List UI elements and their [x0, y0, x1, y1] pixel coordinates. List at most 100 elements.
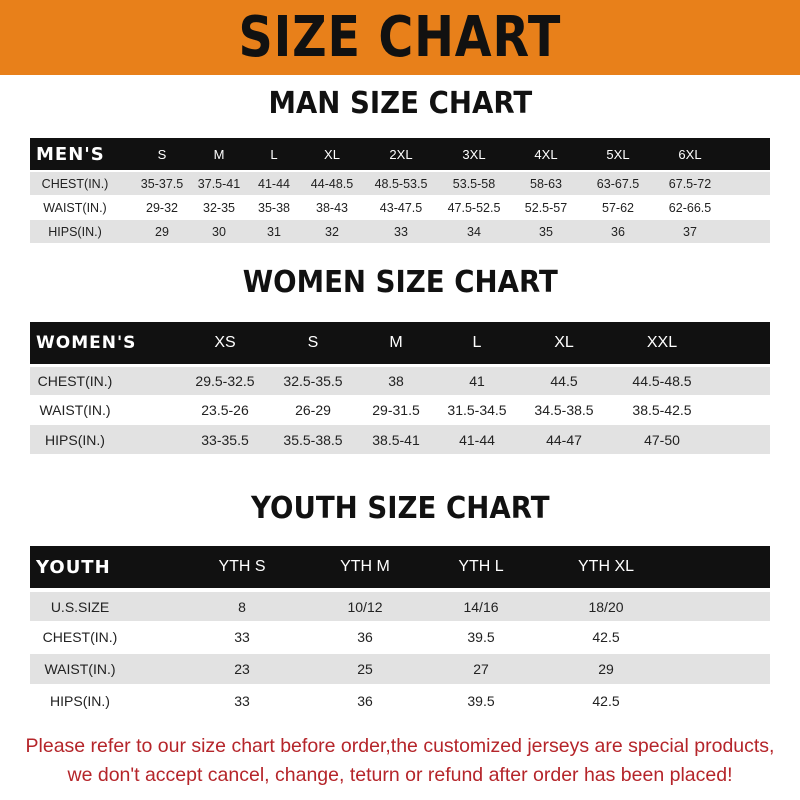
table-cell: 58-63	[530, 176, 562, 191]
table-cell: 35	[539, 224, 553, 239]
size-header-cell: L	[270, 146, 278, 162]
measure-label-cell: CHEST(IN.)	[37, 373, 113, 389]
size-header-cell: 5XL	[606, 146, 630, 162]
measure-label-cell: CHEST(IN.)	[41, 176, 109, 191]
size-header-cell: L	[472, 334, 482, 351]
table-cell: 44.5	[550, 373, 578, 389]
table-cell: 38-43	[316, 200, 348, 215]
table-cell: 10/12	[347, 598, 383, 615]
table-cell: 42.5	[592, 693, 620, 709]
table-cell: 31.5-34.5	[447, 402, 507, 418]
table-cell: 53.5-58	[452, 176, 496, 191]
size-header-cell: M	[389, 334, 403, 351]
measure-label-cell: HIPS(IN.)	[45, 431, 105, 448]
table-cell: 41	[469, 373, 485, 389]
table-cell: 41-44	[459, 431, 495, 448]
size-header-cell: XL	[554, 334, 574, 351]
table-cell: 44-48.5	[310, 176, 354, 191]
table-row: U.S.SIZE 8 10/12 14/16 18/20	[30, 592, 770, 621]
table-row: WAIST(IN.) 29-32 32-35 35-38 38-43 43-47.5 47.…	[30, 196, 770, 219]
measure-label-cell: HIPS(IN.)	[50, 693, 110, 709]
size-header-cell: S	[307, 334, 319, 351]
table-cell: 29-31.5	[372, 402, 420, 418]
table-cell: 38.5-41	[372, 431, 420, 448]
size-header-cell: XS	[214, 334, 236, 351]
size-header-cell: YTH M	[340, 558, 390, 575]
size-header-cell: 2XL	[389, 146, 413, 162]
table-cell: 38	[388, 373, 404, 389]
footer-notice-line-1: Please refer to our size chart before or…	[25, 735, 775, 757]
table-row: HIPS(IN.) 33 36 39.5 42.5	[30, 686, 770, 716]
table-cell: 26-29	[295, 402, 331, 418]
table-cell: 67.5-72	[668, 176, 712, 191]
table-row: CHEST(IN.) 33 36 39.5 42.5	[30, 622, 770, 652]
table-cell: 27	[473, 661, 489, 677]
table-cell: 29-32	[146, 200, 178, 215]
women-title-text: WOMEN SIZE CHART	[242, 265, 558, 300]
youth-title-text: YOUTH SIZE CHART	[250, 491, 550, 526]
measure-label-cell: CHEST(IN.)	[42, 629, 118, 645]
table-cell: 36	[357, 629, 373, 645]
table-cell: 47-50	[644, 431, 680, 448]
measure-label-cell: WAIST(IN.)	[44, 661, 116, 677]
table-cell: 33	[394, 224, 408, 239]
table-cell: 33	[234, 693, 250, 709]
table-cell: 39.5	[467, 693, 495, 709]
size-chart-banner: SIZE CHART	[0, 0, 800, 75]
table-cell: 31	[267, 224, 281, 239]
table-cell: 32.5-35.5	[283, 373, 343, 389]
table-row: WAIST(IN.) 23.5-26 26-29 29-31.5 31.5-34.5 34…	[30, 396, 770, 424]
table-cell: 29	[598, 661, 614, 677]
size-header-cell: 6XL	[678, 146, 702, 162]
table-title-cell: WOMEN'S	[36, 333, 137, 353]
table-cell: 30	[212, 224, 226, 239]
table-row: WAIST(IN.) 23 25 27 29	[30, 654, 770, 684]
table-cell: 39.5	[467, 629, 495, 645]
size-header-cell: 4XL	[534, 146, 558, 162]
table-cell: 42.5	[592, 629, 620, 645]
table-cell: 52.5-57	[524, 200, 568, 215]
size-header-cell: YTH S	[218, 558, 266, 575]
table-cell: 34.5-38.5	[534, 402, 594, 418]
men-title-text: MAN SIZE CHART	[268, 86, 532, 121]
table-cell: 62-66.5	[668, 200, 712, 215]
table-cell: 37	[683, 224, 697, 239]
measure-label-cell: HIPS(IN.)	[48, 224, 102, 239]
table-cell: 14/16	[463, 598, 499, 615]
table-cell: 33	[234, 629, 250, 645]
footer-notice-line-2: we don't accept cancel, change, teturn o…	[67, 764, 733, 786]
table-cell: 33-35.5	[201, 431, 249, 448]
table-title-cell: YOUTH	[36, 556, 111, 578]
table-cell: 32-35	[203, 200, 235, 215]
table-cell: 44.5-48.5	[632, 373, 692, 389]
table-row: HIPS(IN.) 29 30 31 32 33 34 35 36 37	[30, 220, 770, 243]
table-cell: 35.5-38.5	[283, 431, 343, 448]
measure-label-cell: WAIST(IN.)	[43, 200, 107, 215]
table-cell: 48.5-53.5	[374, 176, 428, 191]
table-cell: 25	[357, 661, 373, 677]
size-header-cell: 3XL	[462, 146, 486, 162]
table-cell: 38.5-42.5	[632, 402, 692, 418]
table-header-row: WOMEN'S XS S M L XL XXL	[30, 322, 770, 364]
table-cell: 63-67.5	[596, 176, 640, 191]
size-header-cell: XXL	[646, 334, 678, 351]
table-cell: 57-62	[602, 200, 634, 215]
table-cell: 37.5-41	[197, 176, 241, 191]
table-cell: 29.5-32.5	[195, 373, 255, 389]
table-cell: 44-47	[546, 431, 582, 448]
table-cell: 35-37.5	[140, 176, 184, 191]
table-cell: 35-38	[258, 200, 290, 215]
table-cell: 36	[611, 224, 625, 239]
table-header-row: YOUTH YTH S YTH M YTH L YTH XL	[30, 546, 770, 588]
measure-label-cell: WAIST(IN.)	[39, 402, 111, 418]
measure-label-cell: U.S.SIZE	[50, 598, 110, 615]
table-cell: 18/20	[588, 598, 624, 615]
men-title: MAN SIZE CHART	[0, 86, 800, 121]
youth-title: YOUTH SIZE CHART	[0, 491, 800, 526]
table-cell: 34	[467, 224, 481, 239]
table-cell: 36	[357, 693, 373, 709]
table-cell: 47.5-52.5	[447, 200, 501, 215]
size-header-cell: YTH L	[458, 558, 504, 575]
women-title: WOMEN SIZE CHART	[0, 265, 800, 300]
table-cell: 29	[155, 224, 169, 239]
